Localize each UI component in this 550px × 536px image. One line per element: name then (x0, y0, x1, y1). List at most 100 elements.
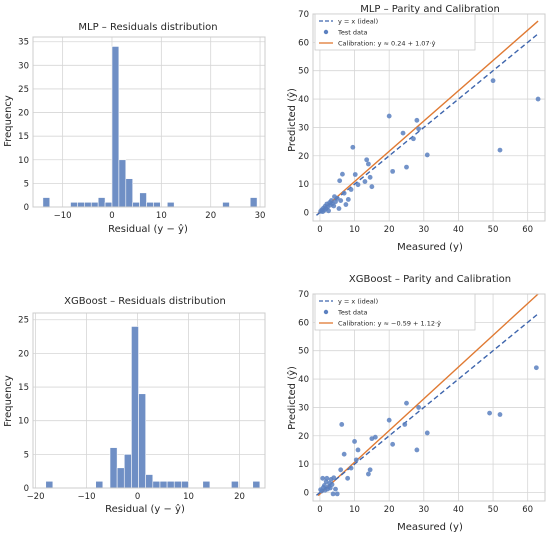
histogram-bar (181, 480, 189, 489)
x-tick-label: 10 (349, 225, 360, 235)
data-point (364, 157, 370, 163)
legend: y = x (ideal) Test data Calibration: y ≈… (314, 13, 476, 51)
histogram-bar (42, 197, 51, 208)
y-tick-label: 0 (24, 203, 29, 213)
histogram-bar (118, 159, 127, 208)
y-tick-label: 70 (298, 290, 309, 300)
y-tick-label: 15 (18, 132, 29, 142)
data-point (424, 430, 430, 436)
x-tick-label: 0 (317, 505, 322, 515)
x-tick-label: 60 (522, 505, 533, 515)
x-axis-label: Measured (y) (397, 522, 463, 533)
y-tick-label: 5 (24, 179, 29, 189)
data-point (348, 465, 354, 471)
x-tick-label: 30 (418, 225, 429, 235)
histogram-bar (109, 447, 118, 489)
y-tick-label: 30 (298, 403, 309, 413)
data-point (350, 144, 356, 150)
data-point (390, 441, 396, 447)
histogram-bar (138, 393, 146, 489)
data-point (366, 161, 371, 167)
data-point (390, 168, 396, 174)
histogram-bar (45, 480, 54, 489)
legend: y = x (ideal) Test data Calibration: y ≈… (314, 293, 476, 331)
data-point (340, 171, 345, 177)
data-point (337, 178, 343, 184)
histogram-bar (145, 474, 154, 489)
data-point (341, 190, 347, 196)
y-tick-label: 30 (18, 61, 29, 71)
x-tick-label: −20 (27, 492, 45, 502)
calibration-line (317, 293, 539, 497)
histogram-bar (166, 201, 175, 208)
xgboost-parity-plot: 0 10 20 30 40 50 60 0 10 20 30 40 50 60 70 XGBoost – P… (286, 274, 546, 533)
y-tick-label: 20 (298, 432, 309, 442)
x-tick-label: 20 (384, 505, 395, 515)
mlp-residuals-histogram: −10 0 10 20 30 0 5 10 15 20 25 30 35 MLP – Residuals… (3, 22, 266, 235)
xgboost-residuals-histogram: −20 −10 0 10 20 0 5 10 15 20 25 XGBoost – Residual… (3, 296, 266, 515)
histogram-bar (111, 46, 120, 208)
histogram-bar (166, 480, 175, 489)
histogram-bar (132, 201, 140, 208)
y-tick-label: 35 (18, 38, 29, 48)
x-tick-label: 60 (522, 225, 533, 235)
chart-title: XGBoost – Parity and Calibration (349, 274, 511, 285)
y-tick-label: 60 (298, 318, 309, 328)
plot-area: −20 −10 0 10 20 0 5 10 15 20 25 (18, 312, 266, 502)
y-tick-label: 10 (298, 460, 309, 470)
y-axis-label: Frequency (3, 95, 14, 147)
plot-frame (32, 36, 266, 208)
data-point (329, 482, 335, 487)
y-tick-label: 25 (18, 316, 29, 326)
data-point (345, 197, 351, 202)
y-tick-label: 70 (298, 10, 309, 20)
x-axis-label: Residual (y − ŷ) (108, 223, 188, 235)
data-point (404, 400, 409, 406)
histogram-bar (152, 480, 161, 489)
y-tick-label: 40 (298, 95, 309, 105)
data-point (355, 182, 361, 188)
histogram-bar (159, 480, 168, 489)
y-tick-label: 20 (298, 152, 309, 162)
y-tick-label: 10 (18, 417, 29, 427)
histogram-bar (252, 480, 261, 489)
y-tick-label: 50 (298, 67, 309, 77)
plot-area: −10 0 10 20 30 0 5 10 15 20 25 30 35 (18, 36, 266, 221)
plot-frame (32, 312, 266, 489)
data-point (331, 203, 337, 209)
data-point (386, 417, 392, 423)
data-point (400, 130, 406, 136)
data-point (320, 475, 326, 481)
x-tick-label: 0 (109, 211, 114, 221)
data-point (352, 439, 357, 444)
data-point (386, 113, 392, 119)
x-tick-label: −10 (78, 492, 96, 502)
data-point (372, 434, 378, 440)
mlp-parity-plot: 0 10 20 30 40 50 60 0 10 20 30 40 50 60 70 MLP – Parit… (286, 4, 546, 253)
histogram-bar (77, 201, 85, 208)
x-tick-label: 50 (488, 505, 499, 515)
x-axis-label: Residual (y − ŷ) (105, 503, 185, 515)
y-axis-label: Frequency (3, 375, 14, 427)
y-tick-label: 10 (298, 180, 309, 190)
histogram-bar (249, 197, 258, 208)
y-axis-label: Predicted (ŷ) (286, 366, 298, 430)
calibration-line (317, 20, 539, 214)
y-tick-label: 10 (18, 156, 29, 166)
histogram-bar (95, 480, 104, 489)
legend-calibration-label: Calibration: y ≈ 0.24 + 1.07·ŷ (338, 40, 436, 48)
x-tick-label: −10 (54, 211, 72, 221)
data-point (414, 117, 420, 123)
legend-box (314, 293, 476, 331)
histogram-bar (84, 201, 92, 208)
histogram-bar (131, 326, 139, 489)
data-point (497, 147, 503, 153)
x-tick-label: 30 (418, 505, 429, 515)
data-point (326, 208, 331, 214)
data-point (416, 405, 422, 410)
x-tick-label: 0 (135, 492, 140, 502)
data-point (334, 195, 340, 201)
histogram-bar (231, 480, 239, 489)
histogram-bar (173, 480, 182, 489)
histogram-bar (97, 197, 106, 208)
